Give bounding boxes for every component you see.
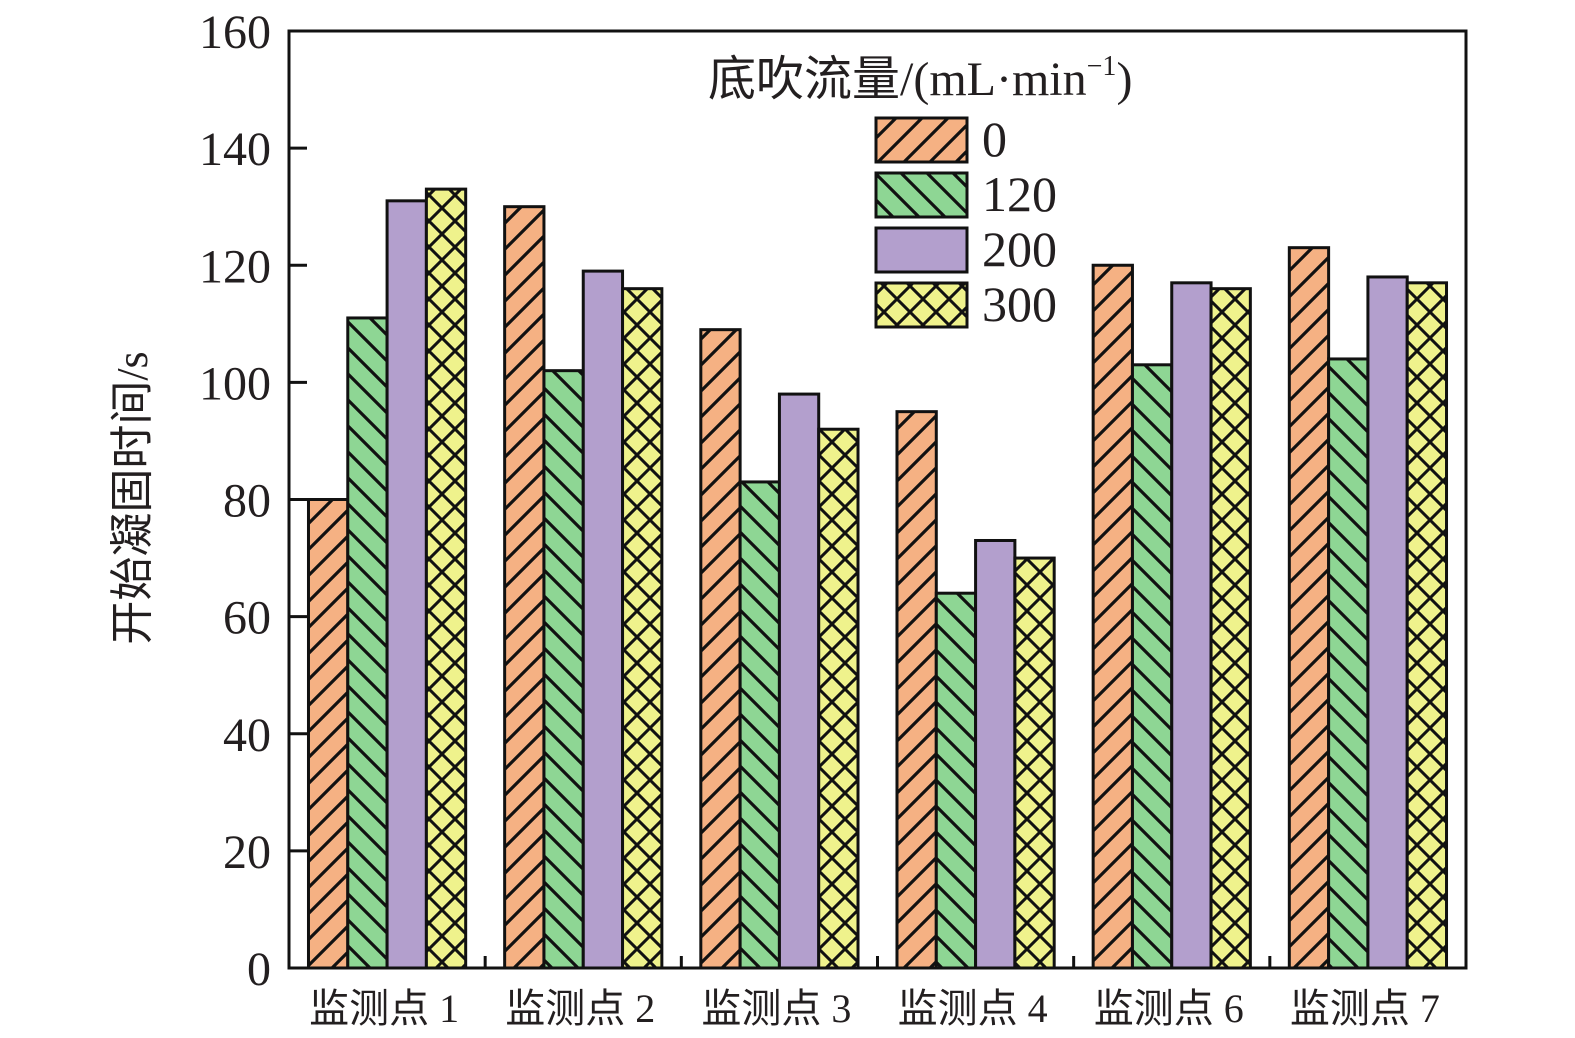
legend-label: 300 bbox=[982, 276, 1057, 332]
bar-hatch bbox=[622, 288, 662, 968]
y-tick-label: 20 bbox=[223, 826, 271, 879]
x-tick-label: 监测点 4 bbox=[898, 986, 1048, 1031]
legend-swatch bbox=[874, 281, 969, 329]
bar-hatch bbox=[308, 499, 348, 968]
bar-group bbox=[895, 410, 1056, 970]
bar-group bbox=[699, 328, 860, 970]
bar-hatch bbox=[1407, 282, 1447, 969]
bar-group bbox=[306, 187, 468, 970]
x-tick-label: 监测点 3 bbox=[701, 986, 851, 1031]
y-tick-label: 40 bbox=[223, 709, 271, 762]
legend-title-close: ) bbox=[1116, 53, 1132, 106]
y-axis-ticks: 0 20 40 60 80 100 120 140 160 bbox=[199, 6, 307, 996]
bar-group bbox=[1287, 246, 1449, 970]
legend-swatch-fill bbox=[876, 228, 967, 272]
y-tick-label: 120 bbox=[199, 240, 271, 293]
legend-label: 200 bbox=[982, 221, 1057, 277]
bar-fill bbox=[583, 271, 623, 968]
bar-fill bbox=[779, 394, 819, 968]
legend-swatch bbox=[874, 116, 969, 164]
y-tick-label: 60 bbox=[223, 592, 271, 645]
bar-hatch bbox=[347, 317, 388, 968]
bar-group bbox=[1091, 263, 1252, 970]
legend-item: 200 bbox=[874, 221, 1057, 277]
bar-hatch bbox=[740, 481, 780, 968]
x-tick-label: 监测点 6 bbox=[1094, 986, 1244, 1031]
x-tick-label: 监测点 2 bbox=[505, 986, 655, 1031]
legend-swatch bbox=[874, 171, 969, 219]
bar-fill bbox=[1367, 276, 1408, 968]
legend-swatch-hatch bbox=[876, 118, 967, 162]
legend-label: 120 bbox=[982, 166, 1057, 222]
legend-item: 300 bbox=[874, 276, 1057, 332]
legend-swatch-hatch bbox=[876, 173, 967, 217]
bar-fill bbox=[1171, 282, 1212, 969]
legend-swatch-hatch bbox=[876, 283, 967, 327]
legend-label: 0 bbox=[982, 111, 1007, 167]
bar-hatch bbox=[1014, 558, 1055, 968]
legend-title-main: 底吹流量/(mL·min bbox=[708, 53, 1087, 106]
bar-hatch bbox=[1211, 288, 1251, 968]
legend-item: 120 bbox=[874, 166, 1057, 222]
bar-hatch bbox=[543, 370, 584, 969]
bar-hatch bbox=[700, 329, 741, 968]
y-tick-label: 0 bbox=[247, 943, 271, 996]
bar-fill bbox=[975, 540, 1015, 968]
y-axis-label: 开始凝固时间/s bbox=[108, 351, 157, 644]
y-tick-label: 140 bbox=[199, 123, 271, 176]
bar-hatch bbox=[896, 411, 937, 968]
x-tick-label: 监测点 7 bbox=[1290, 986, 1440, 1031]
x-axis-ticks: 监测点 1 监测点 2 监测点 3 监测点 4 监测点 6 监测点 7 bbox=[309, 956, 1440, 1031]
bar-hatch bbox=[1289, 247, 1329, 968]
bar-hatch bbox=[818, 429, 859, 969]
legend-item: 0 bbox=[874, 111, 1007, 167]
bar-hatch bbox=[426, 189, 466, 968]
bar-fill bbox=[387, 200, 427, 969]
bar-hatch bbox=[1093, 265, 1133, 968]
bar-group bbox=[503, 205, 664, 970]
bar-hatch bbox=[504, 206, 544, 968]
bar-hatch bbox=[1328, 358, 1368, 968]
bars-layer bbox=[306, 187, 1449, 970]
legend-title-superscript: −1 bbox=[1087, 51, 1117, 82]
bar-hatch bbox=[1132, 364, 1172, 968]
bar-hatch bbox=[936, 593, 976, 968]
y-tick-label: 80 bbox=[223, 475, 271, 528]
x-tick-label: 监测点 1 bbox=[309, 986, 459, 1031]
y-tick-label: 100 bbox=[199, 357, 271, 410]
y-tick-label: 160 bbox=[199, 6, 271, 59]
legend-swatch bbox=[874, 226, 969, 274]
legend-title: 底吹流量/(mL·min−1) bbox=[708, 51, 1132, 106]
